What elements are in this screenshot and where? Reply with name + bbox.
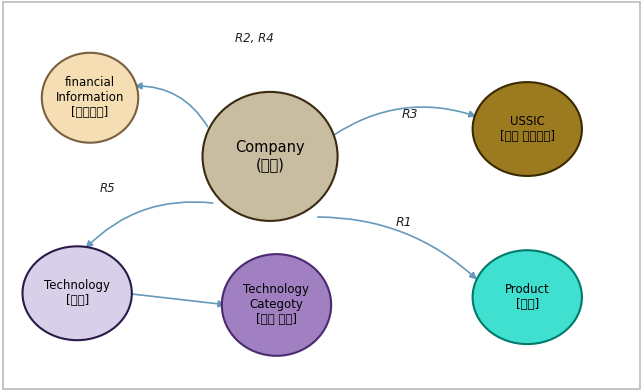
Ellipse shape [23,246,132,340]
Text: Product
[제품]: Product [제품] [505,283,550,311]
Text: R1: R1 [395,216,412,229]
Text: Company
(기업): Company (기업) [235,140,305,172]
Ellipse shape [473,82,582,176]
Text: financial
Information
[재무정보]: financial Information [재무정보] [56,76,124,119]
Text: R2, R4: R2, R4 [235,32,273,45]
Text: Technology
[기술]: Technology [기술] [44,279,110,307]
Ellipse shape [42,53,138,143]
Ellipse shape [222,254,331,356]
Text: USSIC
[미국 산업분류]: USSIC [미국 산업분류] [500,115,555,143]
Ellipse shape [203,92,338,221]
Text: R5: R5 [100,183,115,196]
Text: Technology
Categoty
[기술 분류]: Technology Categoty [기술 분류] [244,283,309,326]
Ellipse shape [473,250,582,344]
Text: R3: R3 [402,108,419,121]
